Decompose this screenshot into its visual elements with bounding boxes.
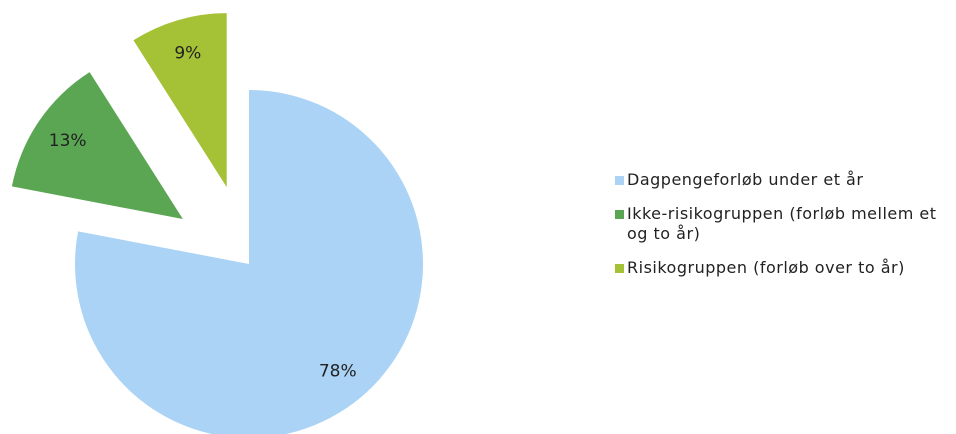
data-label: 9% [174,44,201,64]
data-label: 78% [319,361,357,381]
legend-swatch [615,264,624,273]
pie-slice [11,72,183,220]
legend-label: Risikogruppen (forløb over to år) [627,258,905,277]
data-label: 13% [49,131,87,151]
legend-label: Dagpengeforløb under et år [627,170,864,189]
legend-swatch [615,176,624,185]
legend-item: Ikke-risikogruppen (forløb mellem et og … [615,204,950,244]
legend-swatch [615,210,624,219]
legend-label: Ikke-risikogruppen (forløb mellem et og … [627,204,937,243]
legend-item: Risikogruppen (forløb over to år) [615,258,950,278]
pie-slice [133,13,227,188]
legend-item: Dagpengeforløb under et år [615,170,950,190]
pie-slice [75,90,424,434]
legend: Dagpengeforløb under et år Ikke-risikogru… [615,170,950,292]
pie: 78% 13% 9% [11,13,424,434]
